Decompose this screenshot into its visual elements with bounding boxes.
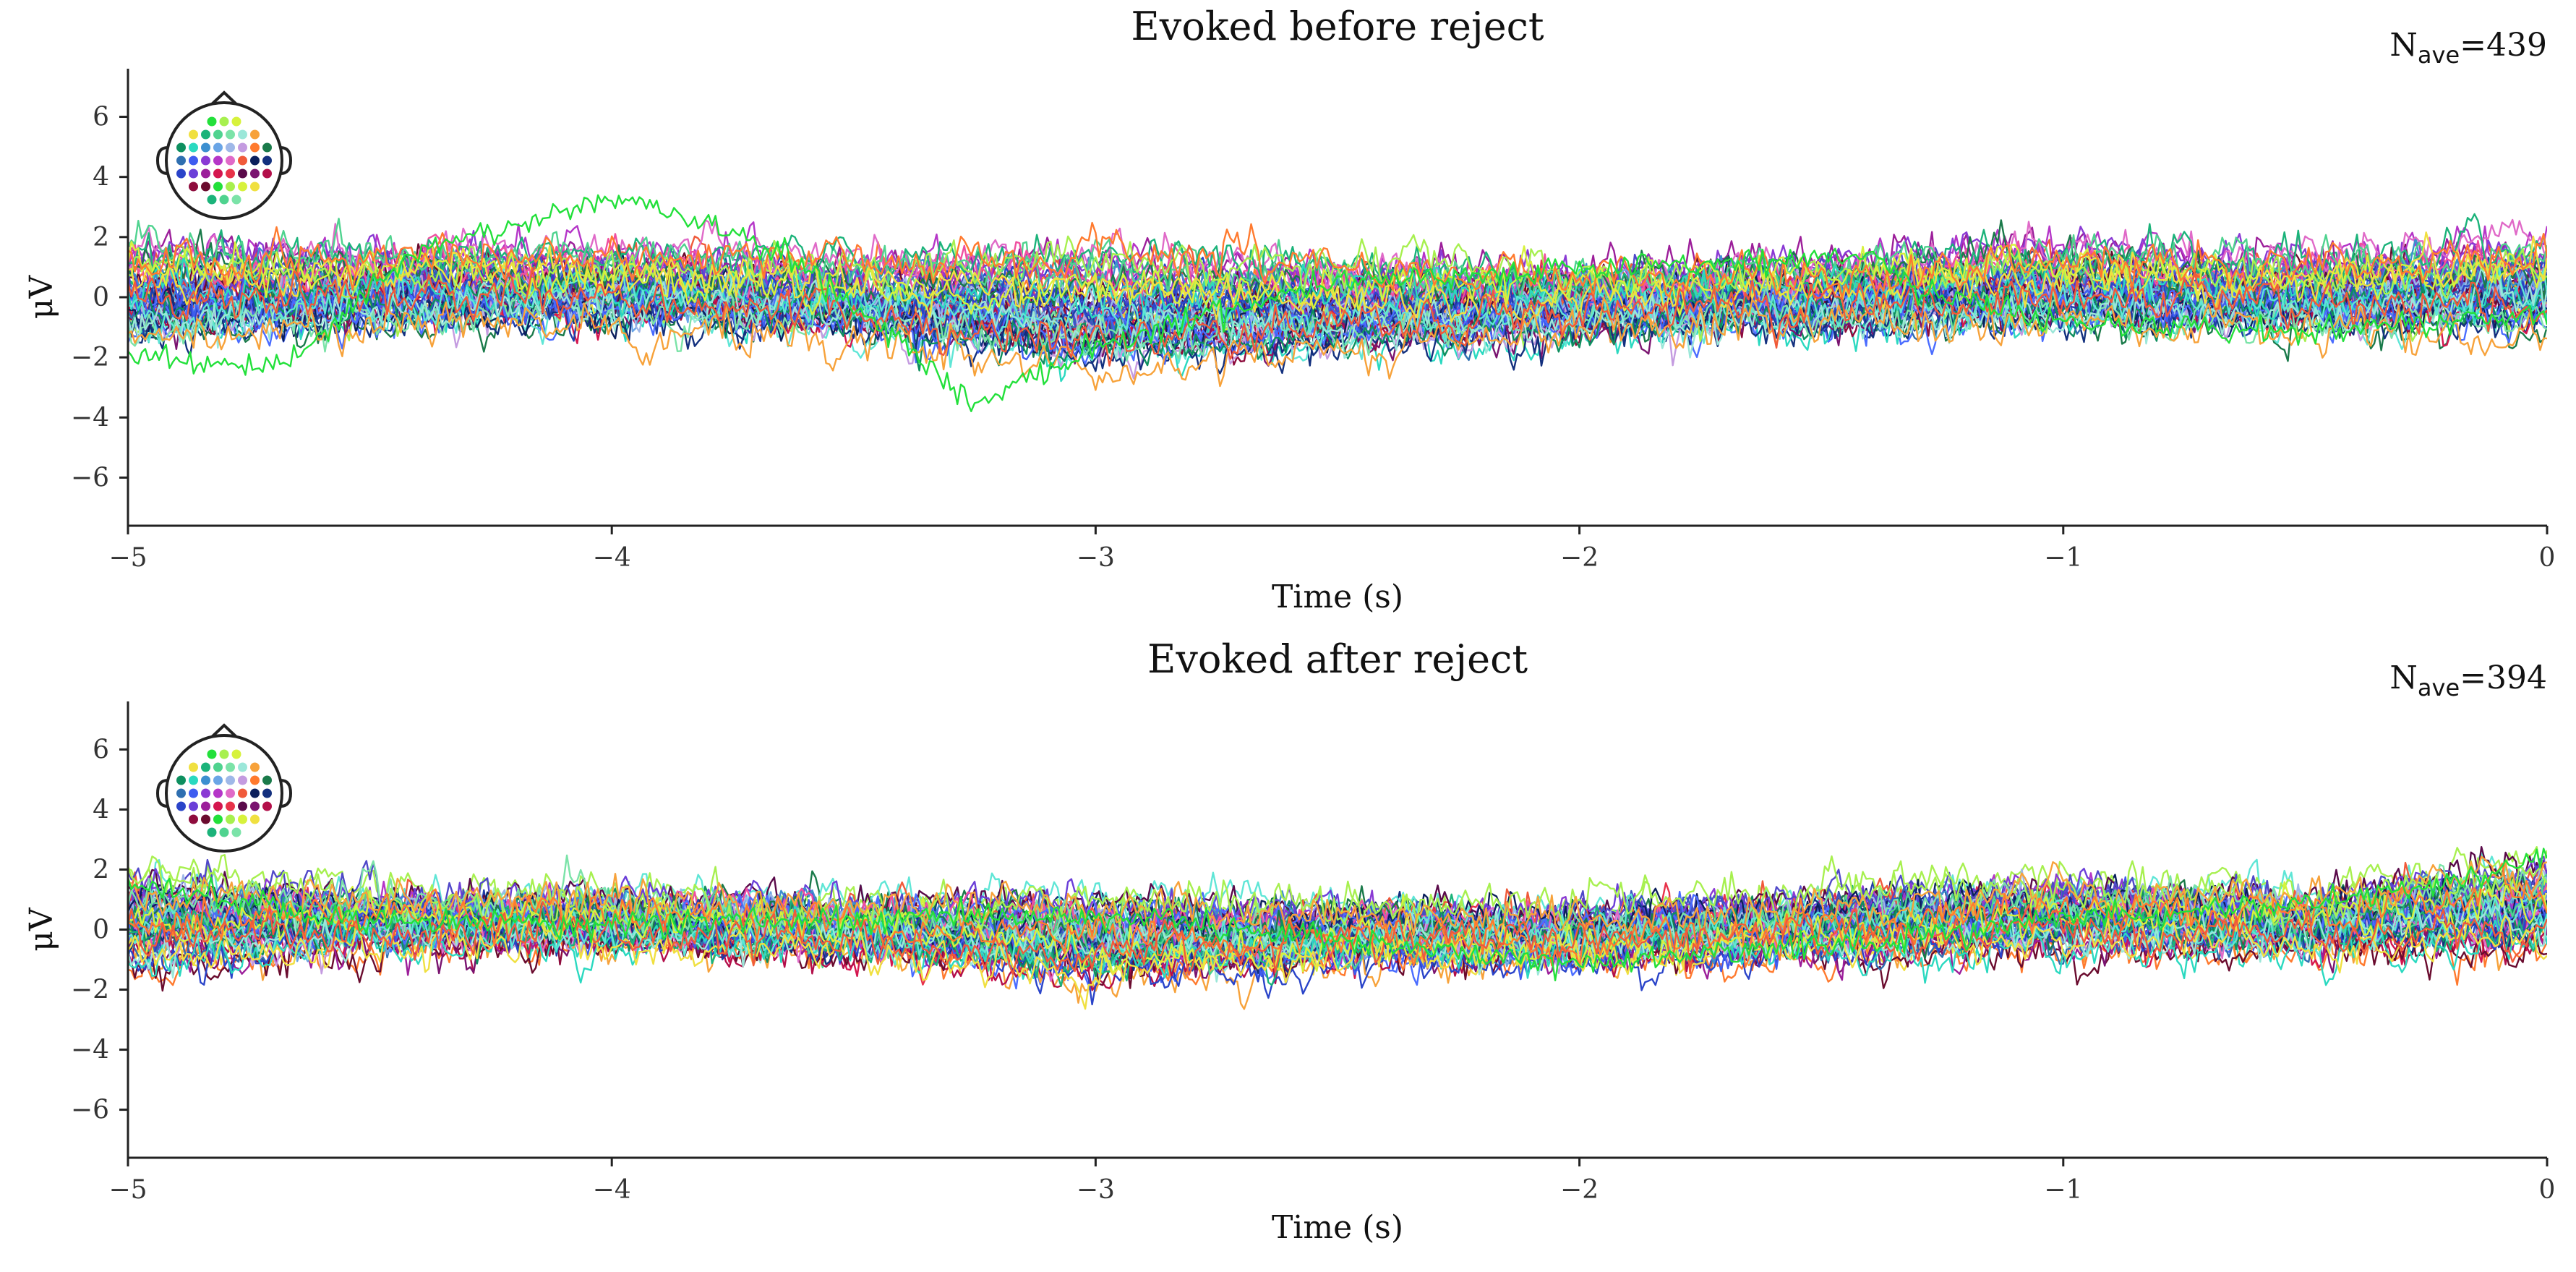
- x-tick-label: −5: [108, 543, 147, 573]
- panel-title: Evoked after reject: [1147, 636, 1528, 682]
- y-tick-label: 0: [93, 283, 109, 312]
- channel-trace: [128, 278, 2547, 362]
- channel-trace: [128, 903, 2547, 1010]
- trace-group: [128, 846, 2547, 1010]
- y-tick-label: 4: [93, 795, 109, 824]
- y-tick-label: −4: [71, 1036, 109, 1065]
- y-axis-label: μV: [23, 907, 60, 952]
- y-tick-label: 0: [93, 915, 109, 945]
- y-tick-label: −2: [71, 976, 109, 1005]
- x-tick-label: −1: [2044, 1175, 2082, 1205]
- channel-trace: [128, 241, 2547, 316]
- x-axis-label: Time (s): [1272, 1209, 1403, 1246]
- channel-trace: [128, 267, 2547, 367]
- channel-trace: [128, 260, 2547, 347]
- y-axis-label: μV: [23, 275, 60, 320]
- channel-trace: [128, 848, 2547, 981]
- x-tick-label: 0: [2539, 543, 2556, 573]
- x-tick-label: −3: [1077, 1175, 1115, 1205]
- x-tick-label: −4: [593, 1175, 631, 1205]
- trace-group: [128, 194, 2547, 412]
- channel-trace: [128, 881, 2547, 976]
- y-tick-label: 2: [93, 855, 109, 884]
- sensor-topomap-icon: [155, 723, 293, 853]
- y-tick-label: −2: [71, 343, 109, 372]
- y-tick-label: 6: [93, 103, 109, 132]
- channel-trace: [128, 901, 2547, 976]
- channel-trace: [128, 221, 2547, 299]
- channel-trace: [128, 855, 2547, 934]
- evoked-panel-1: Evoked before reject Nave=439 −5 −4 −3 −2 −1 0 6…: [23, 4, 2555, 615]
- x-tick-label: −2: [1560, 1175, 1599, 1205]
- channel-trace: [128, 281, 2547, 391]
- x-tick-label: −1: [2044, 543, 2082, 573]
- y-tick-label: −4: [71, 403, 109, 432]
- x-tick-label: −4: [593, 543, 631, 573]
- channel-trace: [128, 231, 2547, 323]
- panel-title: Evoked before reject: [1131, 4, 1544, 49]
- sensor-topomap-icon: [155, 90, 293, 220]
- y-tick-label: 4: [93, 163, 109, 192]
- nave-label: Nave=394: [2389, 660, 2547, 701]
- x-tick-label: 0: [2539, 1175, 2556, 1205]
- evoked-panel-2: Evoked after reject Nave=394 −5 −4 −3 −2 −1 0 6 4…: [23, 636, 2555, 1246]
- nave-label: Nave=439: [2389, 27, 2547, 69]
- channel-trace: [128, 194, 2547, 412]
- x-tick-label: −5: [108, 1175, 147, 1205]
- x-tick-label: −2: [1560, 543, 1599, 573]
- y-tick-label: −6: [71, 1096, 109, 1125]
- x-axis-label: Time (s): [1272, 579, 1403, 615]
- y-tick-label: −6: [71, 463, 109, 492]
- x-tick-label: −3: [1077, 543, 1115, 573]
- y-tick-label: 2: [93, 223, 109, 252]
- y-tick-label: 6: [93, 735, 109, 764]
